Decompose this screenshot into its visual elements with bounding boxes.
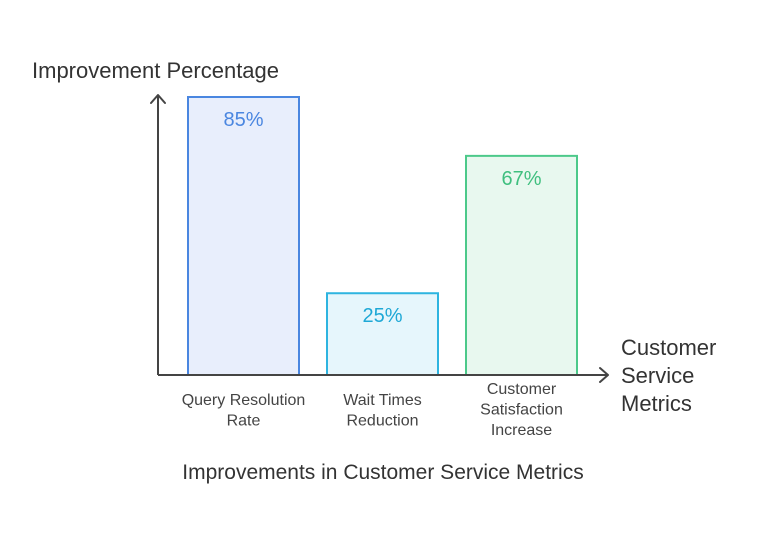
axes-layer: [150, 94, 609, 383]
bar-3: [465, 154, 578, 376]
x-axis-arrow-icon: [599, 367, 609, 383]
y-axis-arrow-icon: [150, 94, 166, 104]
bars-layer: [187, 96, 578, 376]
y-axis-title: Improvement Percentage: [32, 58, 279, 83]
bar-value-label-2: 25%: [362, 305, 402, 327]
chart-title: Improvements in Customer Service Metrics: [182, 461, 583, 484]
category-label-1: Query Resolution Rate: [182, 392, 306, 430]
labels-layer: 85% Query Resolution Rate 25% Wait Times Redu…: [182, 109, 563, 439]
bar-2: [326, 292, 439, 376]
bar-1: [187, 96, 300, 376]
category-label-2: Wait Times Reduction: [343, 392, 422, 430]
bar-value-label-3: 67%: [501, 168, 541, 190]
category-label-3: Customer Satisfaction Increase: [480, 381, 563, 439]
x-axis-title: Customer Service Metrics: [621, 335, 716, 416]
bar-value-label-1: 85%: [223, 109, 263, 131]
